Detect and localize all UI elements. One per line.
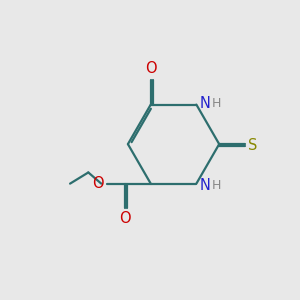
Text: N: N (199, 96, 210, 111)
Text: O: O (93, 176, 104, 191)
Text: O: O (119, 211, 130, 226)
Text: N: N (199, 178, 210, 193)
Text: H: H (212, 97, 221, 110)
Text: O: O (145, 61, 157, 76)
Text: H: H (212, 178, 221, 192)
Text: S: S (248, 138, 257, 153)
